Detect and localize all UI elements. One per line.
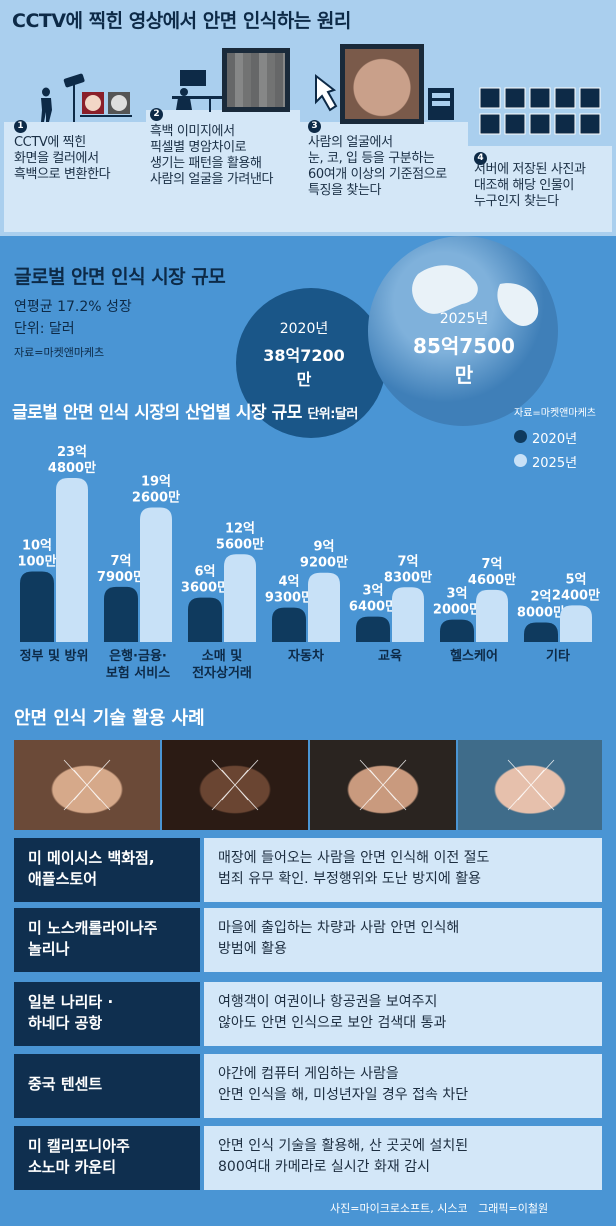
bar-2025-1: [140, 507, 172, 642]
usage-cases-title: 안면 인식 기술 활용 사례: [14, 708, 205, 729]
category-label-4: 교육: [378, 648, 402, 664]
legend-swatch-2020: [514, 430, 527, 443]
step-3: 3 사람의 얼굴에서 눈, 코, 입 등을 구분하는 60여개 이상의 기준점으…: [300, 120, 468, 232]
bar-2020-0: [20, 571, 54, 642]
step-1: 1 CCTV에 찍힌 화면을 컬러에서 흑백으로 변환한다: [4, 120, 146, 232]
step-number: 3: [308, 120, 321, 133]
category-label-0: 정부 및 방위: [20, 648, 89, 664]
bar-2025-3: [308, 572, 340, 642]
value-label-2025-3: 9억 9200만: [300, 540, 348, 571]
step-2: 2 흑백 이미지에서 픽셀별 명암차이로 생기는 패턴을 활용해 사람의 얼굴을…: [146, 108, 300, 232]
credit-line: 사진=마이크로소프트, 시스코 그래픽=이철원: [330, 1202, 549, 1215]
category-label-2: 소매 및 전자상거래: [192, 649, 252, 681]
usage-desc: 안면 인식 기술을 활용해, 산 곳곳에 설치된 800여대 카메라로 실시간 …: [204, 1126, 602, 1190]
value-label-2025-1: 19억 2600만: [132, 474, 180, 505]
legend-swatch-2025: [514, 454, 527, 467]
globe-2020-year: 2020년: [279, 321, 329, 337]
cctv-camera-illustration: [41, 73, 132, 122]
legend-label-2020: 2020년: [532, 432, 578, 447]
face-mesh-overlay: [63, 759, 555, 811]
legend-label-2025: 2025년: [532, 456, 578, 471]
value-label-2025-5: 7억 4600만: [468, 557, 516, 588]
usage-row: 중국 텐센트 야간에 컴퓨터 게임하는 사람을 안면 인식을 해, 미성년자일 …: [14, 1054, 602, 1118]
step-4: 4 서버에 저장된 사진과 대조해 해당 인물이 누구인지 찾는다: [468, 146, 612, 232]
step-number: 1: [14, 120, 27, 133]
pixelated-face-image: [222, 48, 290, 112]
industry-chart-section: 글로벌 안면 인식 시장의 산업별 시장 규모 단위:달러 자료=마켓앤마케츠 …: [0, 384, 616, 684]
bar-2020-1: [104, 586, 138, 642]
bar-2025-5: [476, 589, 508, 642]
unit-label: 단위: 달러: [14, 321, 75, 337]
face-landmark-image: [340, 44, 424, 124]
chart-unit: 단위:달러: [307, 407, 358, 422]
value-label-2025-4: 7억 8300만: [384, 554, 432, 585]
usage-row: 미 캘리포니아주 소노마 카운티 안면 인식 기술을 활용해, 산 곳곳에 설치…: [14, 1126, 602, 1190]
usage-desc: 여행객이 여권이나 항공권을 보여주지 않아도 안면 인식으로 보안 검색대 통…: [204, 982, 602, 1046]
value-label-2020-3: 4억 9300만: [265, 575, 313, 606]
globe-2020-value: 38억7200만: [263, 346, 345, 389]
usage-place: 일본 나리타 · 하네다 공항: [14, 982, 200, 1046]
step-number: 4: [474, 152, 487, 165]
value-label-2025-0: 23억 4800만: [48, 445, 96, 476]
face-database-icons: [479, 87, 601, 135]
step-text: 서버에 저장된 사진과 대조해 해당 인물이 누구인지 찾는다: [474, 162, 586, 209]
usage-desc: 야간에 컴퓨터 게임하는 사람을 안면 인식을 해, 미성년자일 경우 접속 차…: [204, 1054, 602, 1118]
globe-2020: [236, 288, 386, 438]
value-label-2020-6: 2억 8000만: [517, 589, 565, 620]
market-size-title: 글로벌 안면 인식 시장 규모: [14, 266, 226, 288]
bar-2025-6: [560, 605, 592, 642]
market-size-section: 글로벌 안면 인식 시장 규모 연평균 17.2% 성장 단위: 달러 자료=마…: [0, 236, 616, 438]
bar-2025-0: [56, 478, 88, 642]
category-label-5: 헬스케어: [450, 648, 498, 664]
globe-2025: [368, 236, 558, 426]
category-label-6: 기타: [546, 648, 570, 664]
value-label-2020-4: 3억 6400만: [349, 584, 397, 615]
server-icon: [428, 88, 454, 120]
usage-place: 미 캘리포니아주 소노마 카운티: [14, 1126, 200, 1190]
value-label-2025-6: 5억 2400만: [552, 572, 600, 603]
chart-title: 글로벌 안면 인식 시장의 산업별 시장 규모 단위:달러: [12, 398, 358, 423]
bar-2020-3: [272, 607, 306, 642]
usage-place: 미 메이시스 백화점, 애플스토어: [14, 838, 200, 902]
bar-2025-2: [224, 554, 256, 642]
usage-row: 미 노스캐롤라이나주 놀리나 마을에 출입하는 차량과 사람 안면 인식해 방범…: [14, 908, 602, 972]
legend-2020: 2020년: [514, 428, 578, 447]
bar-2025-4: [392, 587, 424, 642]
source-label: 자료=마켓앤마케츠: [14, 346, 105, 359]
usage-place: 미 노스캐롤라이나주 놀리나: [14, 908, 200, 972]
usage-desc: 매장에 들어오는 사람을 안면 인식해 이전 절도 범죄 유무 확인. 부정행위…: [204, 838, 602, 902]
value-label-2020-0: 10억 100만: [17, 538, 56, 569]
growth-rate: 연평균 17.2% 성장: [14, 299, 132, 315]
principle-title: CCTV에 찍힌 영상에서 안면 인식하는 원리: [12, 10, 351, 32]
value-label-2020-2: 6억 3600만: [181, 565, 229, 596]
category-label-3: 자동차: [288, 648, 324, 664]
bar-2020-5: [440, 619, 474, 642]
usage-row: 일본 나리타 · 하네다 공항 여행객이 여권이나 항공권을 보여주지 않아도 …: [14, 982, 602, 1046]
globe-2025-year: 2025년: [439, 311, 489, 327]
bar-2020-4: [356, 616, 390, 642]
face-photo-4: [458, 740, 602, 830]
step-text: CCTV에 찍힌 화면을 컬러에서 흑백으로 변환한다: [14, 135, 111, 182]
bar-2020-2: [188, 597, 222, 642]
legend-2025: 2025년: [514, 452, 578, 471]
continents-shape: [412, 265, 539, 327]
category-label-1: 은행·금융· 보험 서비스: [106, 648, 170, 681]
chart-source: 자료=마켓앤마케츠: [514, 408, 596, 419]
value-label-2025-2: 12억 5600만: [216, 521, 264, 552]
step-number: 2: [150, 108, 163, 121]
principle-section: CCTV에 찍힌 영상에서 안면 인식하는 원리 1 CCTV에 찍힌 화면을 …: [0, 0, 616, 236]
usage-desc: 마을에 출입하는 차량과 사람 안면 인식해 방범에 활용: [204, 908, 602, 972]
value-label-2020-1: 7억 7900만: [97, 554, 145, 585]
step-text: 흑백 이미지에서 픽셀별 명암차이로 생기는 패턴을 활용해 사람의 얼굴을 가…: [150, 124, 274, 187]
value-label-2020-5: 3억 2000만: [433, 587, 481, 618]
usage-place: 중국 텐센트: [14, 1054, 200, 1118]
bar-2020-6: [524, 622, 558, 642]
chart-title-text: 글로벌 안면 인식 시장의 산업별 시장 규모: [12, 403, 302, 423]
pointer-hand-icon: [315, 73, 338, 112]
step-text: 사람의 얼굴에서 눈, 코, 입 등을 구분하는 60여개 이상의 기준점으로 …: [308, 135, 447, 198]
usage-row: 미 메이시스 백화점, 애플스토어 매장에 들어오는 사람을 안면 인식해 이전…: [14, 838, 602, 902]
computer-desk-icon: [172, 70, 222, 112]
globe-2025-value: 85억7500만: [413, 334, 515, 387]
